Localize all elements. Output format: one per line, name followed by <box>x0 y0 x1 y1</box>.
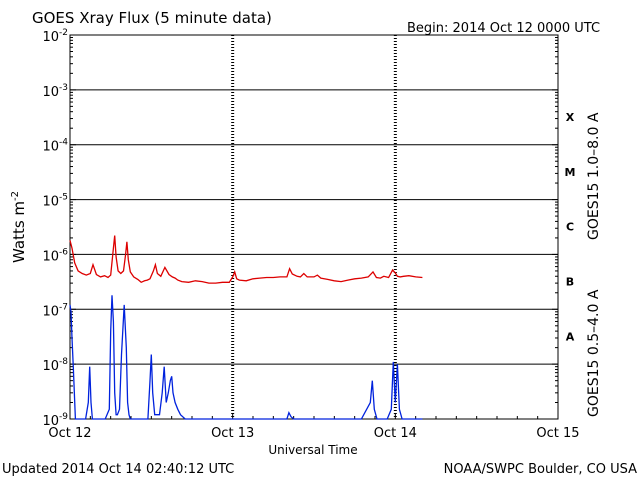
y-axis-ticks: 10-2 10-3 10-4 10-5 10-6 10-7 10-8 10-9 <box>42 28 558 429</box>
flare-class-m: M <box>565 166 576 179</box>
grid-lines <box>70 89 558 365</box>
x-tick-label: Oct 14 <box>374 426 417 441</box>
chart-title: GOES Xray Flux (5 minute data) <box>32 9 272 27</box>
day-separator-lines <box>231 35 397 419</box>
flare-class-x: X <box>566 111 575 124</box>
flare-class-labels: X M C B A <box>565 111 576 343</box>
flare-class-b: B <box>566 276 574 289</box>
y-tick-label: 10-6 <box>42 247 68 264</box>
begin-time: Begin: 2014 Oct 12 0000 UTC <box>407 21 600 36</box>
y-tick-label: 10-7 <box>42 302 68 319</box>
y-tick-label: 10-4 <box>42 138 68 155</box>
series-line-short <box>69 295 423 420</box>
y-tick-label: 10-9 <box>42 412 68 429</box>
x-axis-title: Universal Time <box>268 443 357 457</box>
y-tick-label: 10-5 <box>42 193 68 210</box>
y-tick-label: 10-3 <box>42 83 68 100</box>
flare-class-c: C <box>566 221 574 234</box>
credit-text: NOAA/SWPC Boulder, CO USA <box>444 462 637 477</box>
y-tick-label: 10-8 <box>42 357 68 374</box>
y-axis-title: Watts m-2 <box>10 191 28 263</box>
x-tick-label: Oct 15 <box>536 426 579 441</box>
plot-frame <box>69 34 559 420</box>
y-axis-title-base: Watts m <box>10 201 28 263</box>
x-tick-label: Oct 13 <box>211 426 254 441</box>
legend-series-long: GOES15 1.0–8.0 A <box>586 112 602 240</box>
flare-class-a: A <box>566 330 575 343</box>
series-line-long <box>69 235 423 284</box>
y-axis-title-exponent: -2 <box>10 191 21 201</box>
x-tick-label: Oct 12 <box>48 426 91 441</box>
legend-series-short: GOES15 0.5–4.0 A <box>586 289 602 417</box>
y-tick-label: 10-2 <box>42 28 68 45</box>
updated-time: Updated 2014 Oct 14 02:40:12 UTC <box>2 462 234 477</box>
x-axis-ticks: Oct 12 Oct 13 Oct 14 Oct 15 <box>48 413 580 441</box>
